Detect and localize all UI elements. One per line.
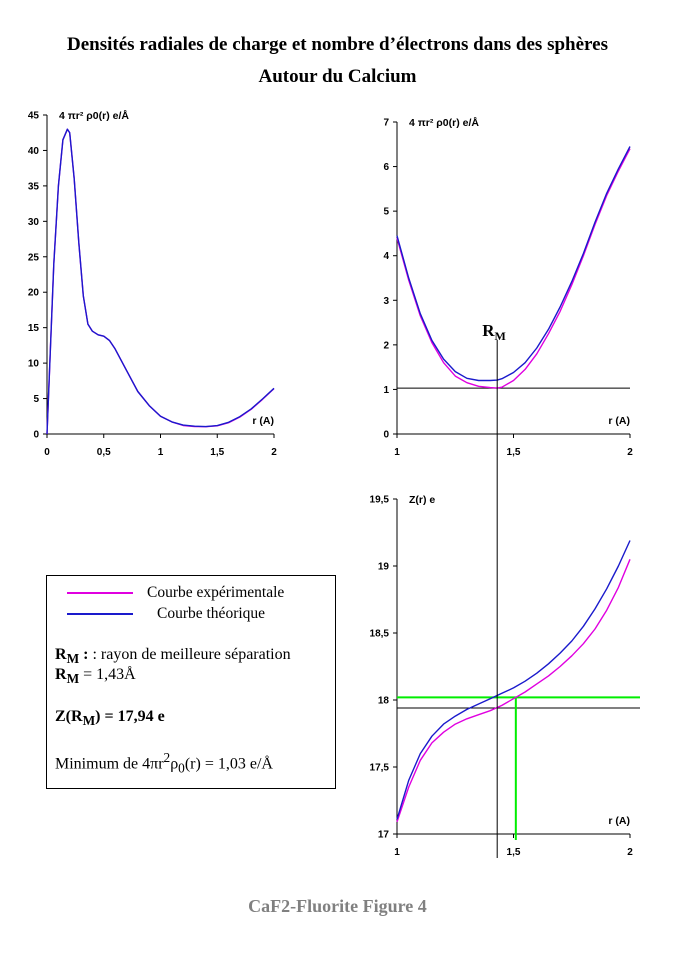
x-axis-label: r (A)	[252, 415, 274, 427]
y-tick-label: 25	[28, 252, 40, 263]
rm-value-symbol: R	[55, 666, 67, 683]
rm-label: RM	[482, 321, 506, 343]
y-tick-label: 4	[383, 251, 389, 262]
x-tick-label: 1,5	[210, 447, 224, 458]
rm-value: RM = 1,43Å	[55, 666, 136, 687]
y-tick-label: 19,5	[370, 495, 390, 506]
rm-subscript: M	[66, 651, 80, 667]
x-tick-label: 2	[627, 447, 633, 458]
rm-value-text: = 1,43Å	[79, 666, 136, 683]
y-tick-label: 35	[28, 181, 40, 192]
min-value-text: (r) = 1,03 e/Å	[184, 755, 273, 773]
legend-box: Courbe expérimentale Courbe théorique RM…	[46, 575, 336, 789]
z-symbol: R	[71, 708, 83, 725]
x-axis-label: r (A)	[608, 415, 630, 427]
min-prefix: Minimum de 4πr	[55, 755, 164, 773]
x-tick-label: 2	[627, 847, 633, 858]
legend-theoretical-swatch	[67, 613, 133, 616]
rm-label-main: R	[482, 321, 495, 340]
series-line-theoretical	[396, 540, 631, 820]
y-tick-label: 17,5	[370, 763, 390, 774]
min-sub: 0	[178, 760, 185, 776]
x-tick-label: 1	[158, 447, 164, 458]
y-tick-label: 2	[383, 340, 389, 351]
z-subscript: M	[82, 713, 96, 729]
y-tick-label: 1	[383, 385, 389, 396]
minimum-value: Minimum de 4πr2ρ0(r) = 1,03 e/Å	[55, 750, 273, 777]
y-axis-label: 4 πr² ρ0(r) e/Å	[59, 109, 129, 122]
legend-theoretical-label: Courbe théorique	[157, 605, 266, 622]
rm-value-subscript: M	[66, 671, 80, 687]
y-tick-label: 40	[28, 146, 40, 157]
y-tick-label: 18,5	[370, 629, 390, 640]
legend-theoretical: Courbe théorique	[67, 605, 265, 625]
z-value: Z(RM) = 17,94 e	[55, 708, 165, 729]
x-tick-label: 1,5	[507, 847, 521, 858]
rm-definition: RM : : rayon de meilleure séparation	[55, 646, 291, 667]
figure-caption: CaF2-Fluorite Figure 4	[248, 896, 427, 916]
series-line-theoretical	[396, 146, 631, 382]
y-axis-label: Z(r) e	[409, 494, 435, 506]
rm-colon: :	[79, 646, 89, 663]
y-tick-label: 0	[33, 430, 39, 441]
chart-panel-3: 17 17,5 18 18,5 19 19,5 1 1,5 2 Z(r) e r (A)	[370, 494, 640, 858]
x-tick-label: 1,5	[507, 447, 521, 458]
y-tick-label: 5	[383, 207, 389, 218]
y-tick-label: 7	[383, 118, 389, 129]
series-line-experimental	[46, 128, 275, 435]
x-tick-label: 0,5	[97, 447, 111, 458]
y-tick-label: 17	[378, 830, 390, 841]
y-tick-label: 0	[383, 430, 389, 441]
legend-experimental: Courbe expérimentale	[67, 584, 284, 604]
y-tick-label: 15	[28, 323, 40, 334]
min-sup: 2	[163, 750, 171, 765]
y-tick-label: 3	[383, 296, 389, 307]
rm-label-sub: M	[494, 329, 505, 343]
x-tick-label: 0	[44, 447, 50, 458]
chart-panel-1: 0 5 10 15 20 25 30 35 40 45 0 0,5 1 1,5 2 4 πr² ρ0(r) e…	[28, 109, 277, 458]
min-rho: ρ	[170, 755, 179, 773]
y-tick-label: 10	[28, 359, 40, 370]
series-line-experimental	[396, 148, 631, 389]
y-tick-label: 45	[28, 111, 40, 122]
y-tick-label: 6	[383, 162, 389, 173]
y-tick-label: 30	[28, 217, 40, 228]
series-line-theoretical	[46, 128, 275, 435]
rm-symbol: R	[55, 646, 67, 663]
y-axis-label: 4 πr² ρ0(r) e/Å	[409, 116, 479, 129]
rm-description: : rayon de meilleure séparation	[88, 646, 291, 663]
x-axis-label: r (A)	[608, 815, 630, 827]
y-tick-label: 18	[378, 696, 390, 707]
series-line-experimental	[396, 559, 631, 823]
z-prefix: Z(	[55, 708, 71, 725]
x-tick-label: 1	[394, 447, 400, 458]
y-tick-label: 20	[28, 288, 40, 299]
y-tick-label: 5	[33, 394, 39, 405]
x-tick-label: 1	[394, 847, 400, 858]
figure-subtitle: Autour du Calcium	[258, 66, 417, 87]
z-value-text: ) = 17,94 e	[95, 708, 165, 725]
figure-title: Densités radiales de charge et nombre d’…	[67, 34, 608, 55]
y-tick-label: 19	[378, 562, 390, 573]
x-tick-label: 2	[271, 447, 277, 458]
legend-experimental-label: Courbe expérimentale	[147, 584, 285, 601]
legend-experimental-swatch	[67, 592, 133, 595]
